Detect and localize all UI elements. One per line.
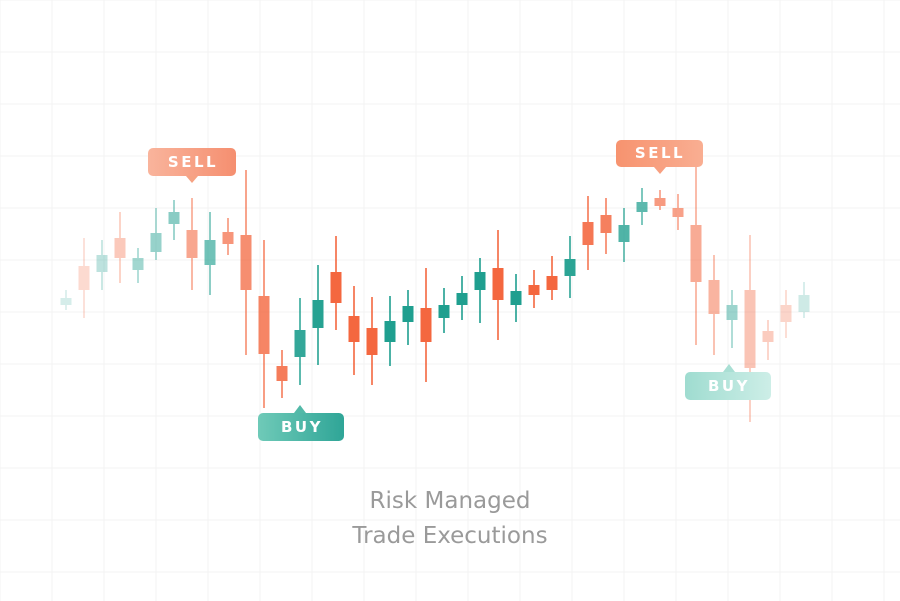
- candle: [636, 188, 648, 225]
- candle: [798, 282, 810, 318]
- candle: [690, 166, 702, 345]
- candle-body: [348, 316, 360, 342]
- candle: [546, 256, 558, 300]
- candle-body: [312, 300, 324, 328]
- candle: [654, 190, 666, 210]
- candle-body: [96, 255, 108, 272]
- candle: [312, 265, 324, 365]
- candle-body: [798, 295, 810, 312]
- candle-body: [654, 198, 666, 206]
- candle: [276, 350, 288, 398]
- buy-callout: BUY: [685, 364, 771, 400]
- candle: [708, 255, 720, 355]
- candle: [474, 258, 486, 323]
- candle-body: [186, 230, 198, 258]
- candle: [420, 268, 432, 382]
- candle-body: [168, 212, 180, 224]
- candle-body: [690, 225, 702, 282]
- candle: [600, 198, 612, 254]
- candle-body: [60, 298, 72, 305]
- candle-body: [492, 268, 504, 300]
- candle-body: [510, 291, 522, 305]
- candle: [564, 236, 576, 298]
- candle: [294, 298, 306, 385]
- candle-body: [150, 233, 162, 252]
- candle-body: [222, 232, 234, 244]
- candle: [168, 200, 180, 240]
- candle: [582, 196, 594, 270]
- candle: [384, 296, 396, 366]
- candle-body: [438, 305, 450, 318]
- candle-body: [294, 330, 306, 357]
- candle: [114, 212, 126, 283]
- candle: [762, 320, 774, 360]
- candle-body: [528, 285, 540, 295]
- candle: [222, 218, 234, 255]
- candle-body: [240, 235, 252, 290]
- candle: [528, 270, 540, 308]
- candle-body: [330, 272, 342, 303]
- candle: [204, 212, 216, 295]
- candle-body: [780, 305, 792, 322]
- candle-body: [384, 321, 396, 342]
- candle: [438, 288, 450, 333]
- candle: [240, 170, 252, 355]
- candle-body: [474, 272, 486, 290]
- candle-body: [204, 240, 216, 265]
- sell-callout: SELL: [148, 148, 236, 183]
- candle: [258, 240, 270, 408]
- candle-body: [546, 276, 558, 290]
- candle-body: [672, 208, 684, 217]
- candle: [510, 274, 522, 322]
- candle-body: [114, 238, 126, 258]
- candle-body: [600, 215, 612, 233]
- candle-body: [366, 328, 378, 355]
- buy-callout: BUY: [258, 405, 344, 441]
- candle: [618, 208, 630, 262]
- candle: [330, 236, 342, 330]
- candle: [456, 276, 468, 320]
- candle-body: [456, 293, 468, 305]
- candle: [726, 290, 738, 348]
- candle: [132, 248, 144, 283]
- candle-body: [762, 331, 774, 342]
- candle-body: [402, 306, 414, 322]
- candle: [672, 194, 684, 230]
- caption-line: Trade Executions: [351, 523, 547, 549]
- candle: [348, 286, 360, 375]
- candle: [60, 290, 72, 310]
- candle: [150, 208, 162, 260]
- candle-body: [726, 305, 738, 320]
- callout-label: SELL: [635, 144, 685, 162]
- candle-body: [420, 308, 432, 342]
- candle: [186, 198, 198, 290]
- callout-label: SELL: [168, 153, 218, 171]
- candle: [780, 290, 792, 338]
- callout-label: BUY: [281, 418, 323, 436]
- candle-body: [258, 296, 270, 354]
- candle: [402, 290, 414, 345]
- sell-callout: SELL: [616, 140, 703, 174]
- candle-body: [276, 366, 288, 381]
- candle-body: [708, 280, 720, 314]
- candles: [60, 166, 810, 422]
- candle-body: [636, 202, 648, 212]
- candle-body: [582, 222, 594, 245]
- candle: [492, 230, 504, 340]
- caption-line: Risk Managed: [370, 488, 531, 514]
- candle-body: [564, 259, 576, 276]
- candle: [96, 240, 108, 290]
- candle: [78, 238, 90, 318]
- callout-label: BUY: [708, 377, 750, 395]
- candle-body: [132, 258, 144, 270]
- candle-body: [618, 225, 630, 242]
- candle-body: [78, 266, 90, 290]
- candle-body: [744, 290, 756, 368]
- candle: [366, 297, 378, 385]
